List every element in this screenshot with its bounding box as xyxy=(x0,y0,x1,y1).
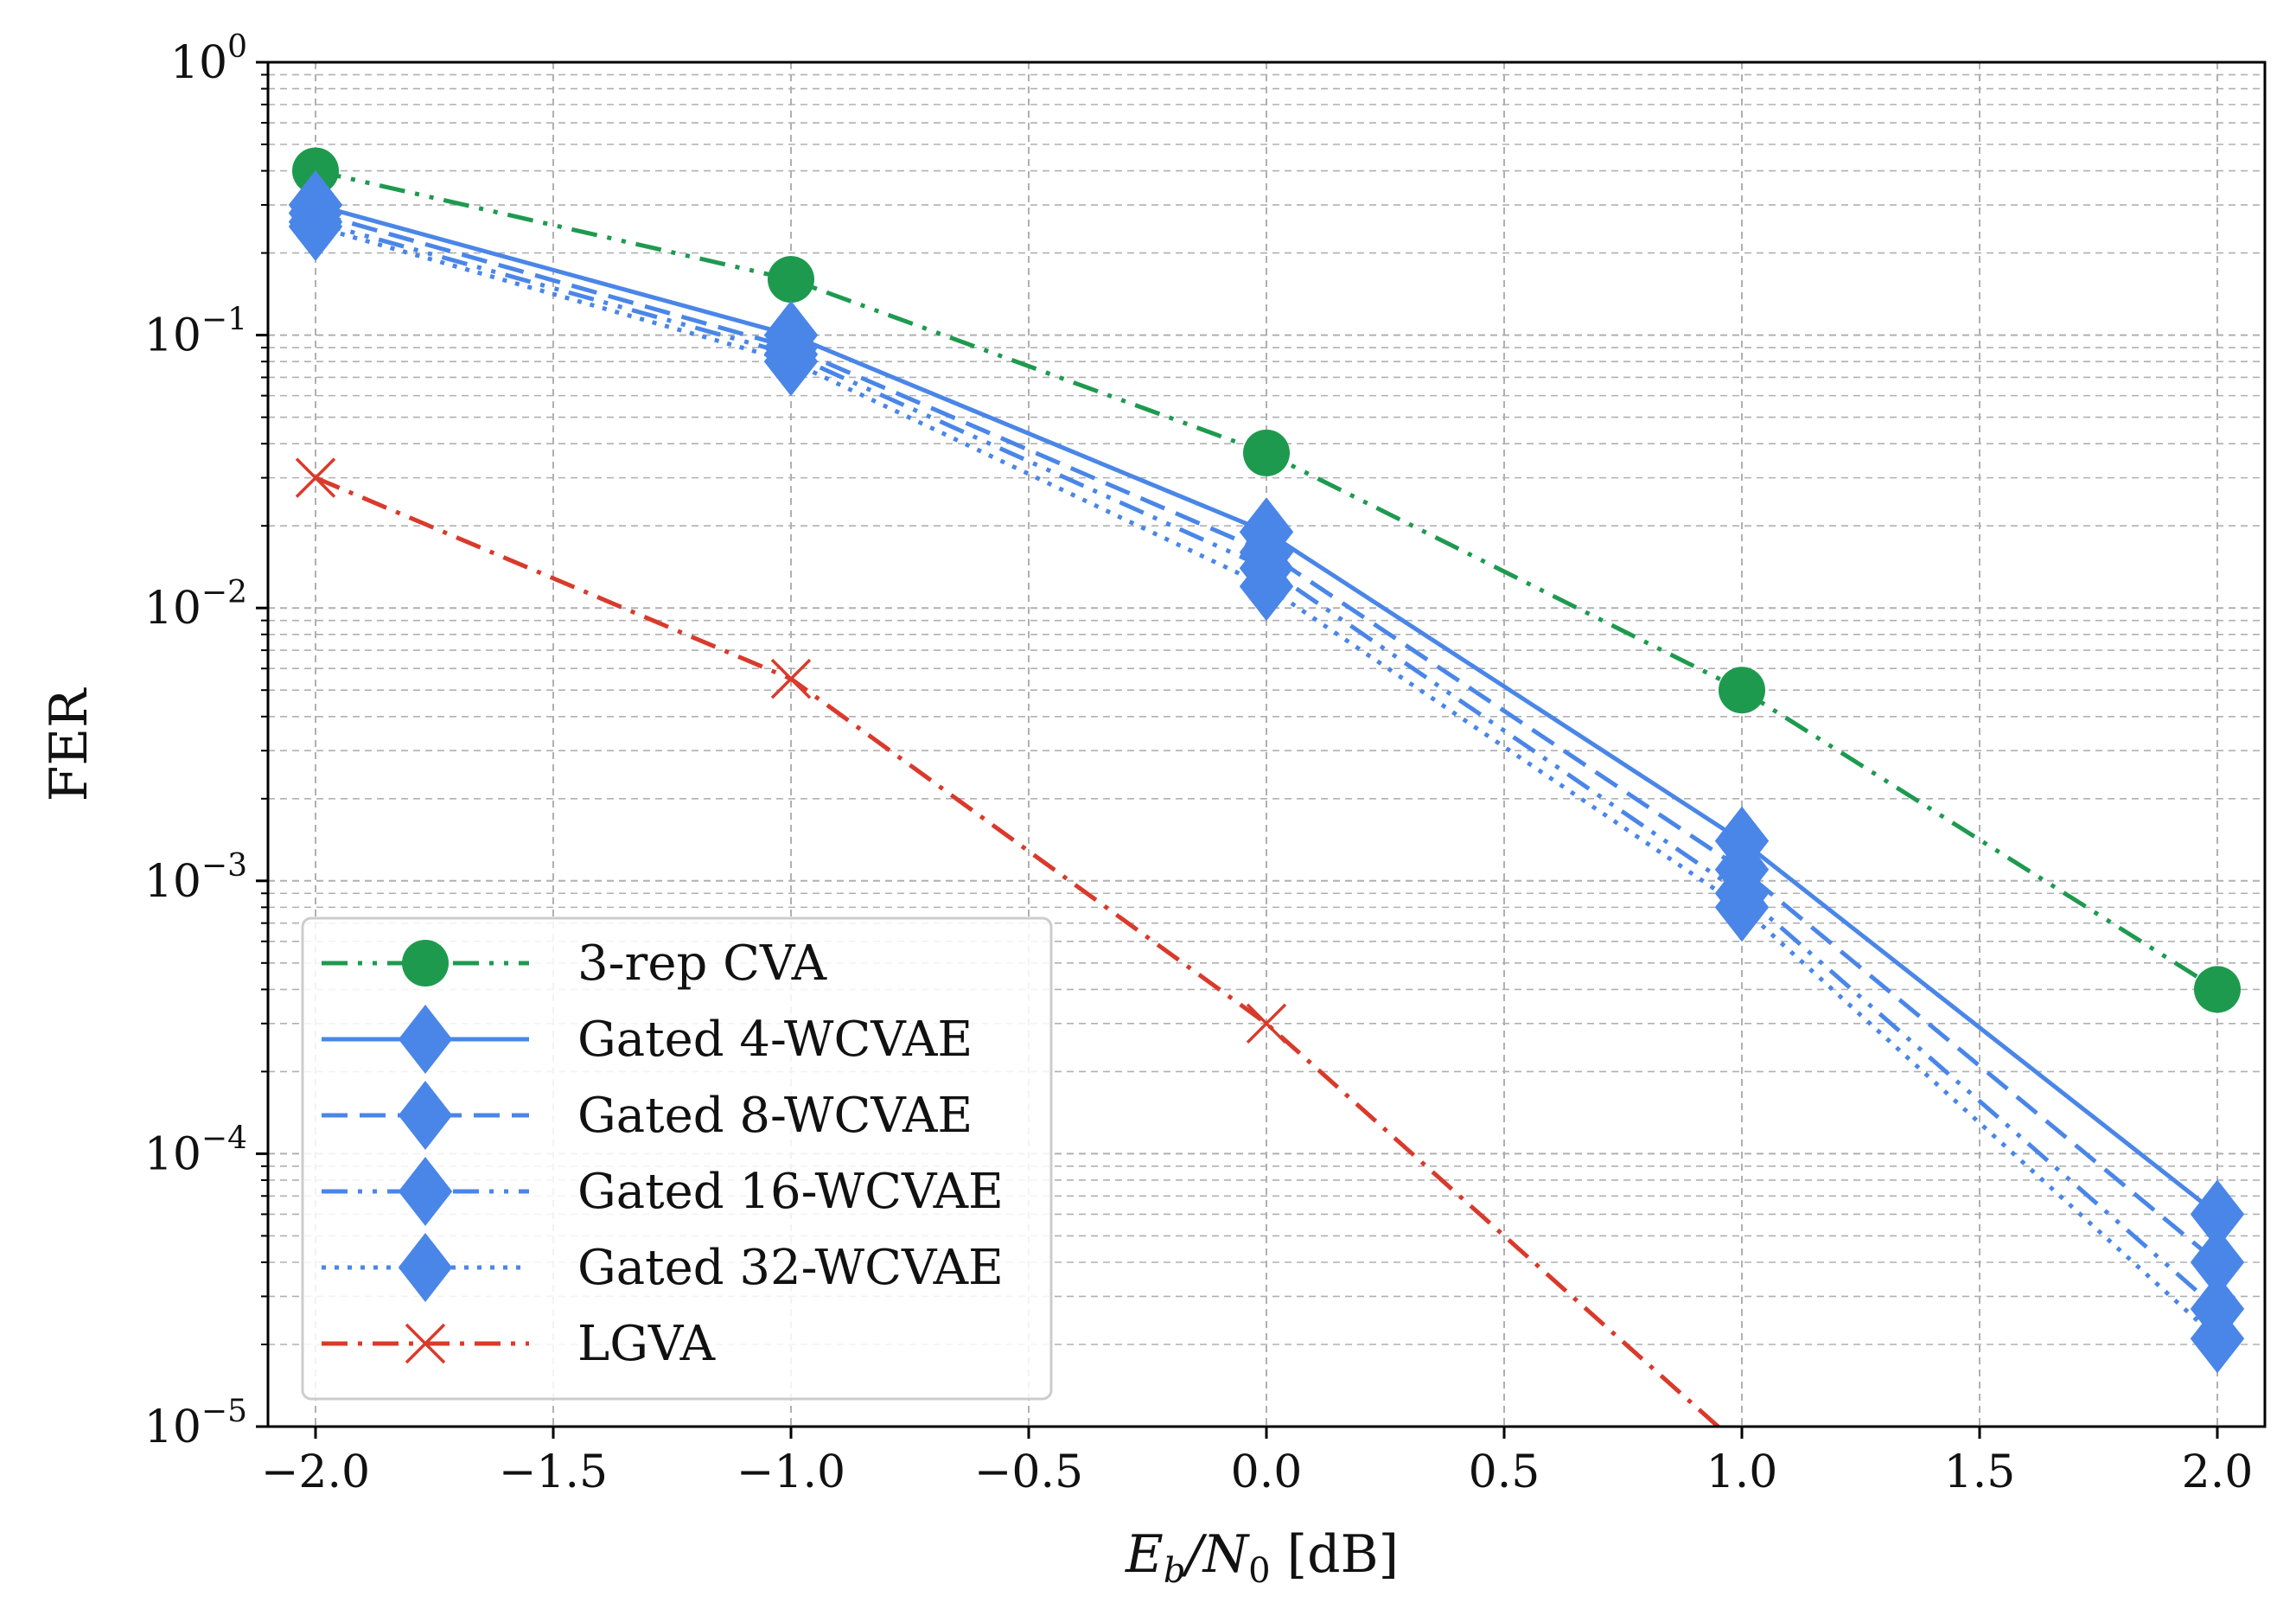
data-point xyxy=(2190,1227,2245,1297)
tick-marks xyxy=(256,61,2219,1439)
x-tick-label: 1.0 xyxy=(1706,1446,1778,1498)
legend-item: Gated 32-WCVAE xyxy=(322,1233,1004,1302)
data-point xyxy=(770,658,812,699)
x-tick-label: −0.5 xyxy=(974,1446,1083,1498)
series-line xyxy=(315,220,2219,1311)
legend-item: LGVA xyxy=(322,1316,716,1372)
data-point xyxy=(768,256,814,303)
series-lgva xyxy=(295,457,1720,1427)
legend-label: Gated 8-WCVAE xyxy=(577,1088,973,1144)
legend-item: Gated 8-WCVAE xyxy=(322,1081,973,1150)
data-point xyxy=(1239,552,1294,622)
y-tick-label: 100 xyxy=(170,29,247,89)
data-point xyxy=(2194,966,2241,1013)
x-tick-label: −1.5 xyxy=(499,1446,608,1498)
y-tick-label: 10−4 xyxy=(144,1121,247,1180)
data-point xyxy=(1246,1003,1287,1044)
y-tick-label: 10−2 xyxy=(144,575,247,635)
data-point xyxy=(763,327,819,397)
legend-marker xyxy=(402,940,449,986)
legend-item: Gated 4-WCVAE xyxy=(322,1005,973,1074)
legend-marker xyxy=(398,1157,453,1226)
x-tick-label: 1.5 xyxy=(1944,1446,2016,1498)
x-tick-label: −1.0 xyxy=(737,1446,845,1498)
legend-label: LGVA xyxy=(577,1316,716,1372)
x-tick-labels: −2.0 −1.5 −1.0 −0.5 0.0 0.5 1.0 1.5 2.0 xyxy=(261,1446,2253,1498)
x-tick-label: 0.5 xyxy=(1469,1446,1540,1498)
series-gated-32-wcvae xyxy=(288,192,2245,1374)
legend-marker xyxy=(405,1323,446,1364)
x-tick-label: 2.0 xyxy=(2182,1446,2254,1498)
series-line xyxy=(315,476,1720,1427)
legend-marker xyxy=(398,1005,453,1074)
data-point xyxy=(2190,1179,2245,1249)
y-tick-label: 10−5 xyxy=(144,1394,247,1453)
data-point xyxy=(1719,667,1765,714)
legend-item: 3-rep CVA xyxy=(322,935,827,992)
y-tick-label: 10−1 xyxy=(144,303,247,362)
x-tick-label: −2.0 xyxy=(261,1446,370,1498)
legend-label: Gated 4-WCVAE xyxy=(577,1012,973,1068)
legend-item: Gated 16-WCVAE xyxy=(322,1157,1004,1226)
series-3-rep-cva xyxy=(292,147,2241,1013)
y-tick-label: 10−3 xyxy=(144,848,247,908)
x-tick-label: 0.0 xyxy=(1231,1446,1303,1498)
y-axis-label: FER xyxy=(39,687,99,801)
data-point xyxy=(2190,1304,2245,1374)
legend-marker xyxy=(398,1233,453,1302)
data-point xyxy=(295,457,336,498)
x-axis-label: Eb/N0 [dB] xyxy=(1125,1524,1399,1591)
y-tick-labels: 100 10−1 10−2 10−3 10−4 10−5 xyxy=(144,29,247,1453)
legend-label: Gated 32-WCVAE xyxy=(577,1240,1004,1296)
legend-marker xyxy=(398,1081,453,1150)
legend-label: 3-rep CVA xyxy=(577,935,827,992)
data-point xyxy=(288,192,343,262)
series-layer xyxy=(288,147,2245,1427)
legend: 3-rep CVA Gated 4-WCVAE Gated 8-WCVAE Gated… xyxy=(301,916,1053,1401)
data-point xyxy=(1714,872,1770,942)
data-point xyxy=(1243,429,1290,476)
legend-label: Gated 16-WCVAE xyxy=(577,1164,1004,1220)
